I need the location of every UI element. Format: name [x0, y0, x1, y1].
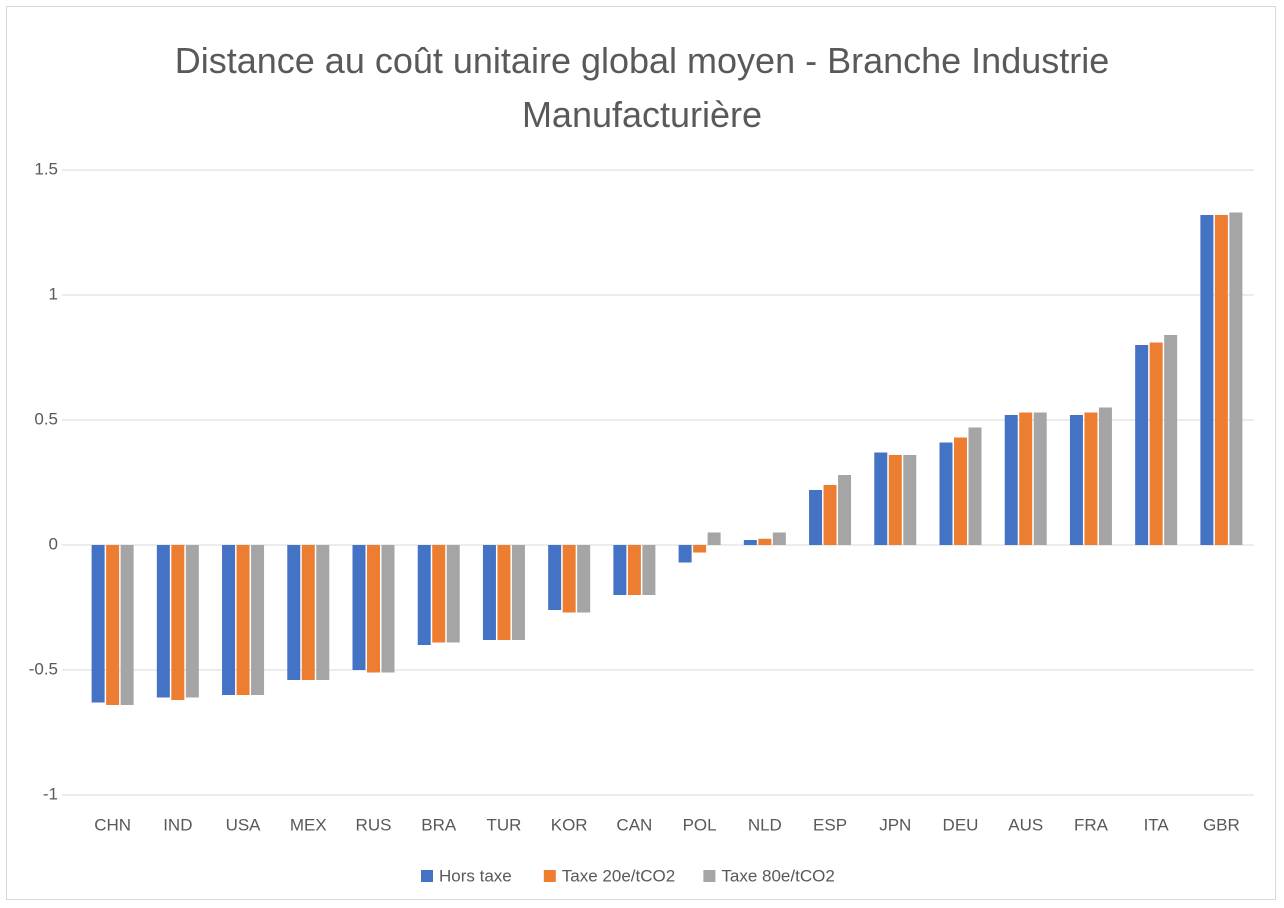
bar — [156, 545, 170, 698]
legend-swatch — [421, 870, 433, 882]
bar — [707, 532, 721, 545]
bar — [511, 545, 525, 640]
bar — [1200, 215, 1214, 545]
bar — [120, 545, 134, 705]
bar — [251, 545, 265, 695]
bar — [772, 532, 786, 545]
y-tick-label: 0.5 — [34, 409, 58, 428]
x-tick-label: IND — [163, 815, 192, 834]
bar — [91, 545, 105, 703]
bar — [1019, 412, 1033, 545]
bar — [968, 427, 982, 545]
bar — [838, 475, 852, 545]
legend-label: Taxe 80e/tCO2 — [721, 866, 834, 885]
bar — [743, 540, 757, 545]
bar — [1164, 335, 1178, 545]
x-tick-label: RUS — [356, 815, 392, 834]
bar — [823, 485, 837, 545]
bar — [903, 455, 917, 545]
y-tick-label: -0.5 — [29, 659, 58, 678]
bar — [888, 455, 902, 545]
bar — [1098, 407, 1112, 545]
bar — [236, 545, 250, 695]
bar — [613, 545, 627, 595]
bar — [562, 545, 576, 613]
legend-label: Hors taxe — [439, 866, 512, 885]
bar — [381, 545, 395, 673]
legend-swatch — [543, 870, 556, 882]
bar — [316, 545, 330, 680]
y-tick-label: 0 — [49, 534, 58, 553]
bar — [642, 545, 656, 595]
x-tick-label: CHN — [94, 815, 131, 834]
bar — [106, 545, 120, 705]
bar — [1149, 342, 1163, 545]
x-tick-label: MEX — [290, 815, 327, 834]
bar — [693, 545, 707, 553]
x-tick-label: AUS — [1008, 815, 1043, 834]
bar — [497, 545, 511, 640]
bar — [1229, 212, 1243, 545]
legend-swatch — [703, 870, 716, 882]
legend-label: Taxe 20e/tCO2 — [562, 866, 675, 885]
x-tick-label: ITA — [1144, 815, 1170, 834]
x-tick-label: ESP — [813, 815, 847, 834]
x-tick-label: USA — [226, 815, 262, 834]
bar — [1214, 215, 1228, 545]
bar — [367, 545, 380, 673]
y-tick-label: -1 — [43, 784, 58, 803]
bar — [171, 545, 185, 700]
bar — [417, 545, 431, 645]
x-tick-label: JPN — [879, 815, 911, 834]
bar — [1004, 415, 1018, 545]
x-tick-label: NLD — [748, 815, 782, 834]
bar — [432, 545, 446, 643]
bar — [1033, 412, 1047, 545]
bar — [1084, 412, 1098, 545]
bar — [548, 545, 562, 610]
bar — [222, 545, 236, 695]
bar — [1135, 345, 1149, 545]
bar — [301, 545, 315, 680]
x-tick-label: GBR — [1203, 815, 1240, 834]
bar — [678, 545, 692, 563]
bar — [627, 545, 641, 595]
x-tick-label: BRA — [421, 815, 457, 834]
y-tick-label: 1 — [49, 284, 58, 303]
x-tick-label: TUR — [486, 815, 521, 834]
bar — [352, 545, 366, 670]
bar — [939, 442, 953, 545]
bar — [577, 545, 591, 613]
chart-title: Distance au coût unitaire global moyen -… — [174, 40, 1110, 135]
x-tick-label: FRA — [1074, 815, 1109, 834]
bar — [954, 437, 967, 545]
bar — [1069, 415, 1083, 545]
x-tick-label: KOR — [551, 815, 588, 834]
x-tick-label: DEU — [943, 815, 979, 834]
bar — [287, 545, 301, 680]
x-tick-label: POL — [683, 815, 717, 834]
bar — [874, 452, 888, 545]
bar — [809, 490, 823, 545]
chart-frame — [6, 6, 1276, 900]
y-tick-label: 1.5 — [34, 159, 58, 178]
bar — [482, 545, 496, 640]
bar — [758, 538, 772, 545]
bar — [446, 545, 460, 643]
bar — [185, 545, 199, 698]
x-tick-label: CAN — [616, 815, 652, 834]
